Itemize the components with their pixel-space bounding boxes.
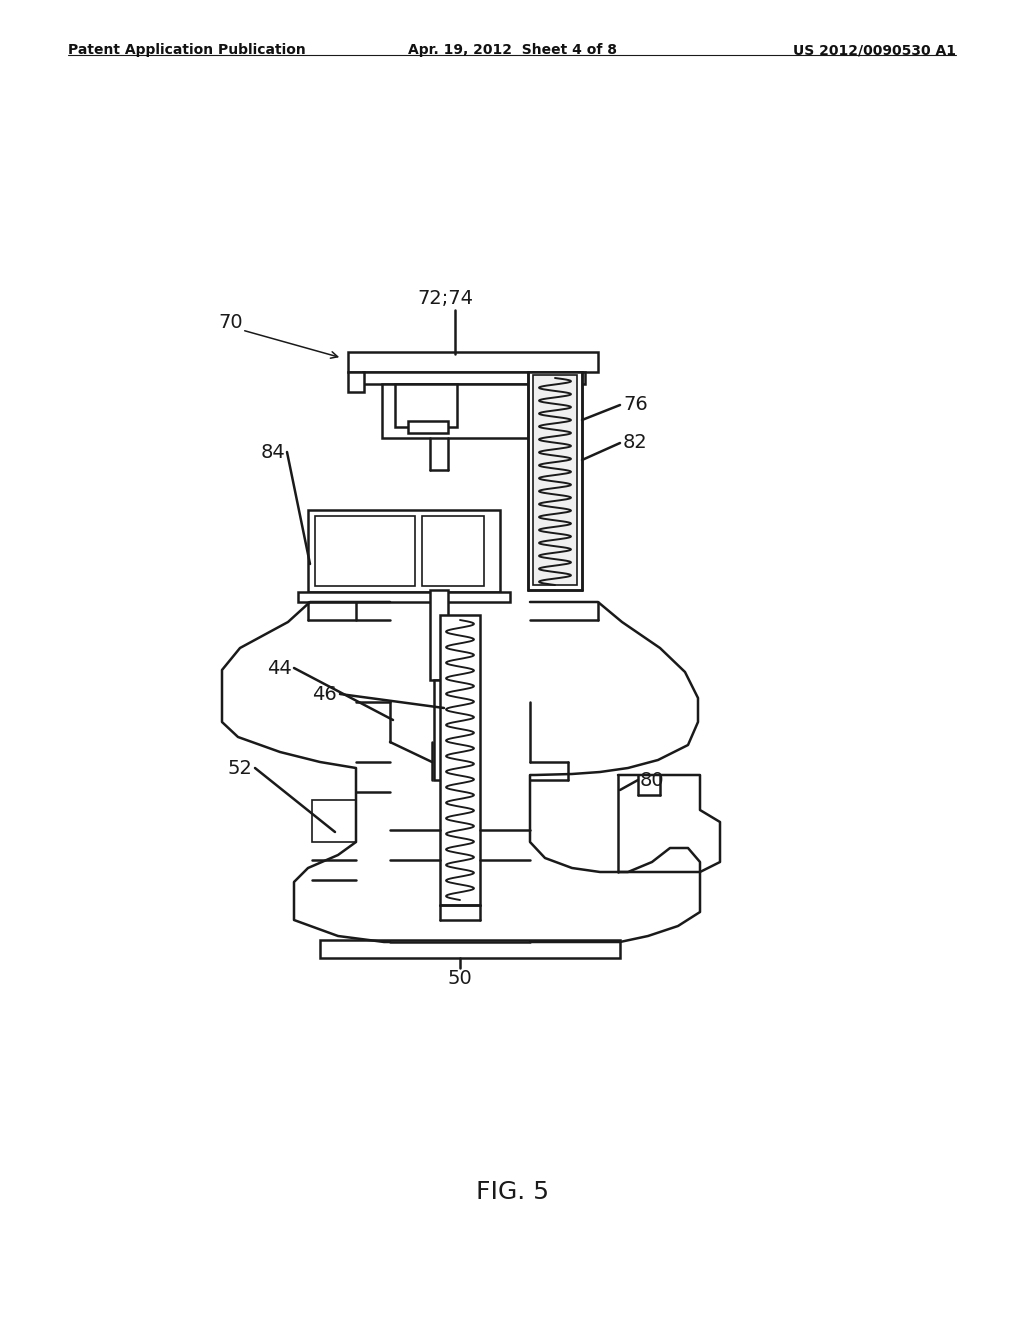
Polygon shape [362, 372, 585, 384]
Polygon shape [348, 372, 364, 392]
Polygon shape [408, 421, 449, 433]
Text: US 2012/0090530 A1: US 2012/0090530 A1 [793, 44, 956, 57]
Text: Apr. 19, 2012  Sheet 4 of 8: Apr. 19, 2012 Sheet 4 of 8 [408, 44, 616, 57]
Polygon shape [319, 940, 620, 958]
Text: 72;74: 72;74 [417, 289, 473, 308]
Text: 46: 46 [312, 685, 337, 704]
Text: 50: 50 [447, 969, 472, 987]
Text: 80: 80 [640, 771, 665, 789]
Polygon shape [534, 375, 577, 585]
Polygon shape [440, 615, 480, 906]
Text: 70: 70 [218, 314, 243, 333]
Text: Patent Application Publication: Patent Application Publication [68, 44, 306, 57]
Text: 82: 82 [623, 433, 648, 453]
Text: 44: 44 [267, 659, 292, 677]
Text: FIG. 5: FIG. 5 [475, 1180, 549, 1204]
Polygon shape [422, 516, 484, 586]
Polygon shape [430, 590, 449, 680]
Polygon shape [434, 680, 444, 780]
Polygon shape [382, 384, 562, 438]
Polygon shape [395, 384, 457, 426]
Text: 84: 84 [260, 442, 285, 462]
Text: 52: 52 [227, 759, 252, 777]
Polygon shape [315, 516, 415, 586]
Text: 76: 76 [623, 396, 648, 414]
Polygon shape [528, 372, 582, 590]
Polygon shape [312, 800, 356, 842]
Polygon shape [308, 510, 500, 591]
Polygon shape [298, 591, 510, 602]
Polygon shape [564, 372, 580, 392]
Polygon shape [348, 352, 598, 372]
